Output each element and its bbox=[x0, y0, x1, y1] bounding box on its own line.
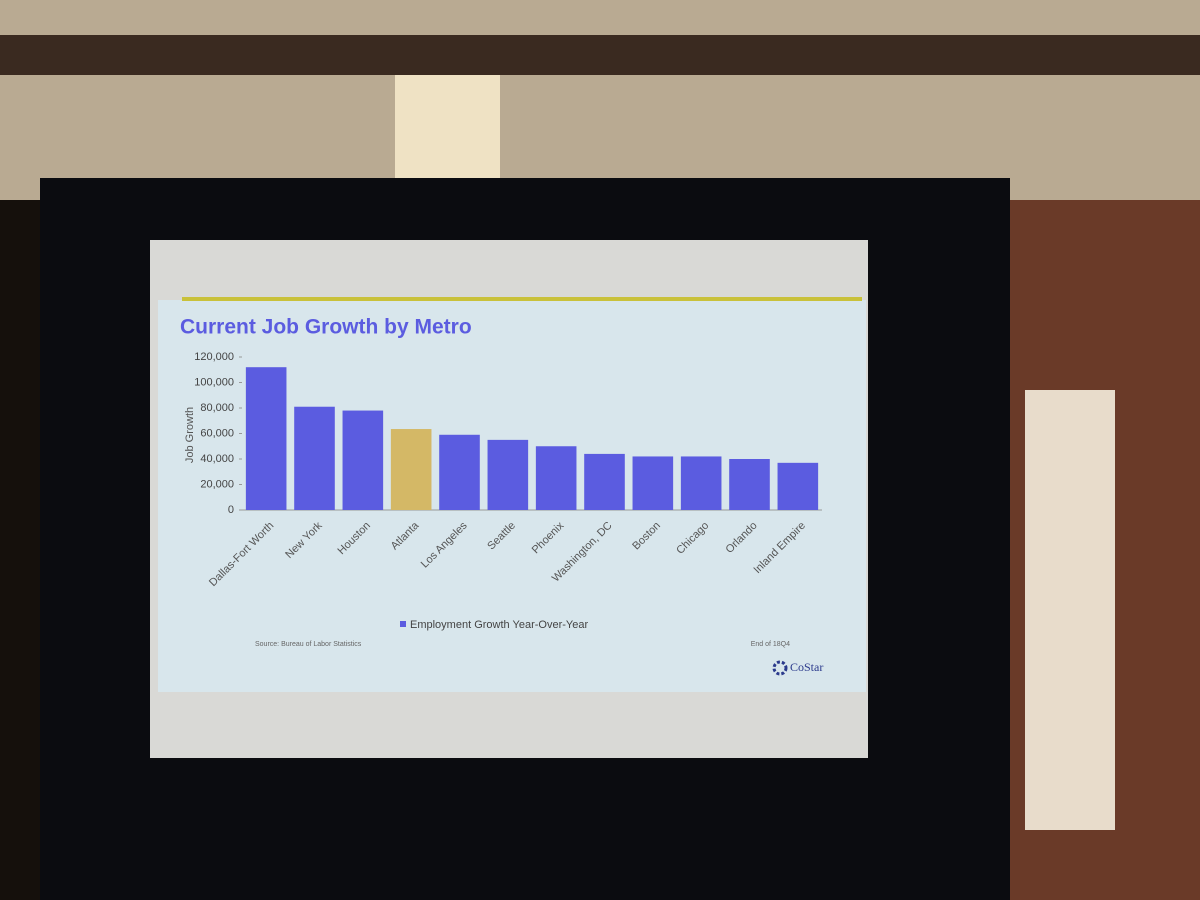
legend-swatch bbox=[400, 621, 406, 627]
y-tick-label: 0 bbox=[228, 504, 234, 516]
bar bbox=[439, 434, 480, 510]
logo: CoStar bbox=[790, 660, 823, 674]
bar bbox=[390, 429, 432, 510]
y-tick-label: 80,000 bbox=[200, 402, 234, 414]
y-tick-label: 40,000 bbox=[200, 453, 234, 465]
y-tick-label: 60,000 bbox=[200, 427, 234, 439]
light bbox=[395, 75, 500, 185]
bar bbox=[777, 462, 819, 510]
bar bbox=[584, 453, 625, 510]
logo-icon bbox=[772, 660, 788, 676]
y-tick-label: 120,000 bbox=[194, 351, 234, 363]
legend-label: Employment Growth Year-Over-Year bbox=[410, 619, 588, 631]
bar bbox=[729, 459, 770, 510]
y-tick-label: 100,000 bbox=[194, 376, 234, 388]
bar bbox=[632, 456, 674, 510]
note: End of 18Q4 bbox=[751, 641, 790, 648]
beam bbox=[0, 35, 1200, 75]
chart-title: Current Job Growth by Metro bbox=[180, 316, 472, 339]
slide-stripe bbox=[182, 297, 862, 301]
bar bbox=[680, 456, 722, 510]
bar bbox=[535, 446, 577, 510]
y-axis-label: Job Growth bbox=[184, 407, 196, 463]
bar bbox=[487, 439, 529, 510]
door-window bbox=[1025, 390, 1115, 830]
source: Source: Bureau of Labor Statistics bbox=[255, 641, 362, 648]
y-tick-label: 20,000 bbox=[200, 478, 234, 490]
wall bbox=[0, 0, 1200, 200]
bar bbox=[342, 410, 384, 510]
bar bbox=[294, 406, 335, 510]
bar bbox=[245, 367, 287, 510]
